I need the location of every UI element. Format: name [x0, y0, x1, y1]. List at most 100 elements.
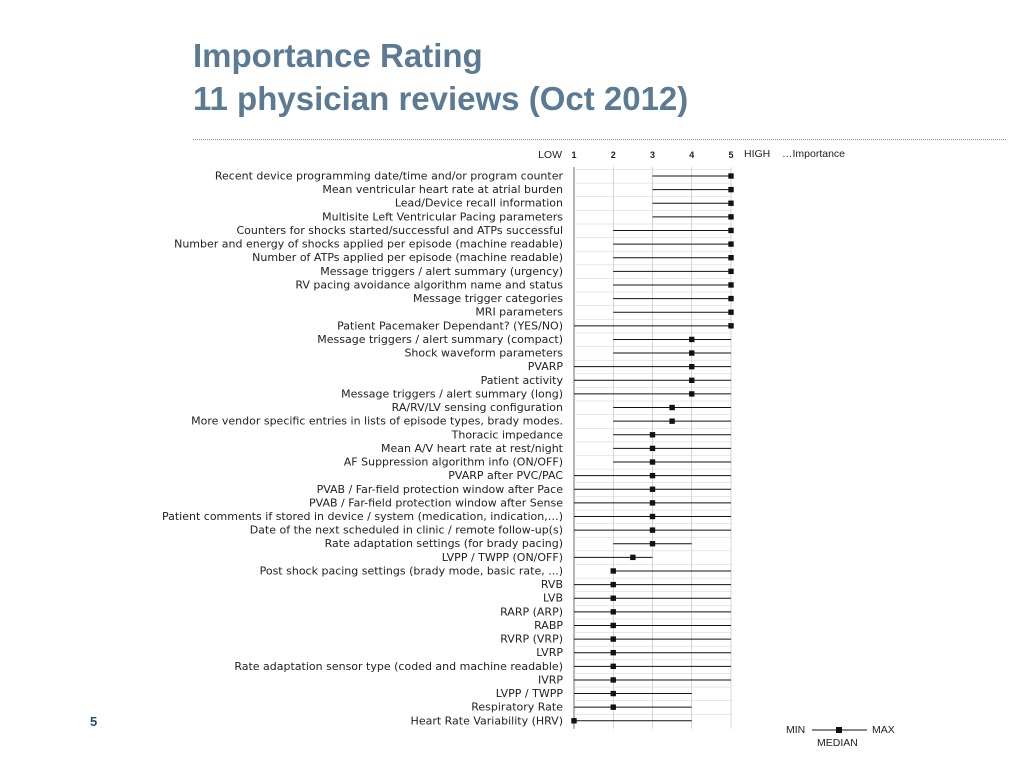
median-marker: [610, 677, 616, 683]
median-marker: [689, 391, 695, 397]
chart-row: Patient Pacemaker Dependant? (YES/NO): [337, 319, 734, 332]
row-label: Message triggers / alert summary (compac…: [317, 333, 563, 346]
slide-title: Importance Rating 11 physician reviews (…: [193, 34, 688, 120]
median-marker: [571, 718, 577, 724]
row-label: Mean A/V heart rate at rest/night: [381, 442, 564, 455]
chart-row: Message triggers / alert summary (compac…: [317, 332, 731, 346]
median-marker: [610, 704, 616, 710]
row-label: LVPP / TWPP: [496, 687, 564, 700]
row-label: Patient activity: [481, 374, 564, 387]
chart-row: Mean ventricular heart rate at atrial bu…: [322, 182, 734, 196]
median-marker: [649, 459, 656, 465]
chart-rows: Recent device programming date/time and/…: [162, 169, 734, 727]
median-marker: [610, 609, 616, 615]
median-marker: [649, 513, 656, 520]
title-line-1: Importance Rating: [193, 37, 483, 74]
row-label: PVAB / Far-field protection window after…: [309, 496, 563, 509]
row-label: Message triggers / alert summary (long): [341, 387, 563, 400]
chart-row: PVAB / Far-field protection window after…: [309, 496, 731, 509]
median-marker: [610, 636, 616, 642]
median-marker: [649, 432, 656, 438]
median-marker: [728, 255, 734, 261]
chart-row: LVB: [543, 591, 731, 605]
row-label: Patient comments if stored in device / s…: [162, 510, 563, 523]
median-marker: [689, 350, 695, 356]
chart-row: MRI parameters: [475, 305, 734, 319]
row-label: Number of ATPs applied per episode (mach…: [252, 251, 563, 264]
row-label: RA/RV/LV sensing configuration: [392, 401, 563, 414]
median-marker: [728, 241, 734, 247]
chart-row: More vendor specific entries in lists of…: [191, 414, 731, 428]
row-label: IVRP: [538, 673, 563, 686]
median-marker: [610, 581, 616, 588]
row-label: Post shock pacing settings (brady mode, …: [260, 564, 563, 577]
median-marker: [728, 200, 734, 206]
median-marker: [669, 418, 675, 424]
legend-median-label: MEDIAN: [817, 737, 858, 749]
median-marker: [728, 173, 734, 179]
chart-row: Recent device programming date/time and/…: [215, 169, 734, 183]
median-marker: [689, 377, 695, 383]
row-label: Rate adaptation sensor type (coded and m…: [234, 660, 563, 673]
median-marker: [728, 282, 734, 288]
chart-row: RV pacing avoidance algorithm name and s…: [295, 278, 734, 291]
legend-median-marker: [836, 727, 842, 733]
chart-row: Counters for shocks started/successful a…: [236, 223, 734, 237]
median-marker: [649, 500, 656, 506]
median-marker: [728, 323, 734, 329]
chart-row: Respiratory Rate: [471, 700, 731, 714]
chart-row: Mean A/V heart rate at rest/night: [381, 441, 731, 455]
median-marker: [728, 214, 734, 220]
median-marker: [610, 650, 616, 656]
chart-row: PVARP: [528, 359, 731, 373]
chart-row: Message triggers / alert summary (long): [341, 387, 731, 400]
page-number: 5: [90, 714, 98, 729]
row-label: PVARP after PVC/PAC: [448, 469, 563, 482]
chart-row: Rate adaptation settings (for brady paci…: [325, 536, 731, 550]
legend-max-label: MAX: [872, 724, 895, 736]
tick-label-3: 3: [650, 150, 655, 160]
median-marker: [728, 186, 734, 193]
row-label: PVARP: [528, 360, 564, 373]
row-label: Mean ventricular heart rate at atrial bu…: [322, 183, 563, 196]
median-marker: [610, 622, 616, 629]
legend-min-label: MIN: [786, 724, 805, 736]
tick-label-2: 2: [611, 150, 616, 160]
chart-row: Heart Rate Variability (HRV): [411, 714, 731, 727]
row-label: RVRP (VRP): [500, 633, 563, 646]
chart-row: Number of ATPs applied per episode (mach…: [252, 250, 734, 264]
chart-row: RA/RV/LV sensing configuration: [392, 400, 731, 414]
row-label: Multisite Left Ventricular Pacing parame…: [322, 210, 563, 223]
chart-row: RARP (ARP): [500, 605, 731, 618]
axis-low-label: LOW: [538, 149, 562, 161]
row-label: Patient Pacemaker Dependant? (YES/NO): [337, 319, 563, 332]
chart-row: Multisite Left Ventricular Pacing parame…: [322, 210, 734, 223]
chart-row: Date of the next scheduled in clinic / r…: [250, 523, 731, 537]
chart-row: Message trigger categories: [413, 291, 734, 305]
median-marker: [610, 568, 616, 574]
chart-row: RVB: [541, 577, 731, 591]
median-marker: [610, 595, 616, 601]
row-label: Rate adaptation settings (for brady paci…: [325, 537, 563, 550]
median-marker: [669, 404, 675, 411]
axis-header: LOW HIGH …Importance: [538, 148, 845, 161]
median-marker: [728, 309, 734, 315]
median-marker: [728, 295, 734, 302]
chart-row: Shock waveform parameters: [404, 346, 731, 360]
row-label: More vendor specific entries in lists of…: [191, 415, 563, 428]
median-marker: [649, 445, 656, 452]
row-label: Heart Rate Variability (HRV): [411, 714, 563, 727]
row-label: LVB: [543, 592, 563, 605]
chart-row: AF Suppression algorithm info (ON/OFF): [344, 455, 731, 469]
chart-row: Patient activity: [481, 373, 731, 387]
row-label: Message trigger categories: [413, 292, 563, 305]
chart-row: PVARP after PVC/PAC: [448, 468, 731, 482]
row-label: Recent device programming date/time and/…: [215, 170, 564, 183]
chart-row: LVPP / TWPP: [496, 686, 731, 700]
tick-labels: 1 2 3 4 5: [571, 150, 734, 729]
row-label: RVB: [541, 578, 563, 591]
median-marker: [728, 227, 734, 234]
row-label: MRI parameters: [475, 306, 563, 319]
chart-row: Message triggers / alert summary (urgenc…: [320, 264, 734, 278]
